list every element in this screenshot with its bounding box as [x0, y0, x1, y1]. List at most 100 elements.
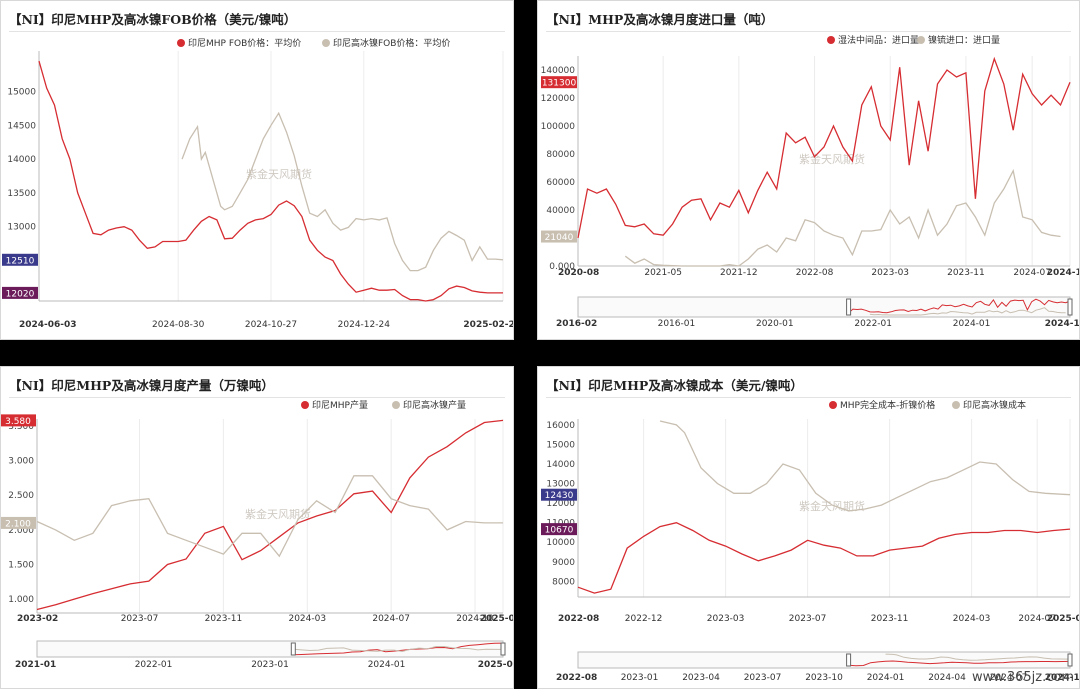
legend-marker — [322, 39, 330, 47]
navigator-label: 2021-01 — [15, 660, 56, 670]
x-tick-label: 2025-02-24 — [463, 320, 514, 330]
y-tick-label: 10000 — [546, 538, 575, 548]
series-line-1 — [38, 60, 503, 302]
y-tick-label: 1.500 — [8, 561, 34, 571]
value-flag — [2, 286, 38, 299]
y-tick-label: 140000 — [541, 66, 576, 76]
legend-marker — [392, 401, 400, 409]
x-tick-label: 2024-10-27 — [245, 320, 297, 330]
y-tick-label: 2.000 — [8, 526, 34, 536]
chart-imports[interactable]: 0.00020000400006000080000100000120000140… — [538, 1, 1080, 340]
navigator-label: 2024-12 — [1045, 319, 1080, 329]
navigator-label: 2024-07 — [990, 673, 1028, 683]
value-flag — [541, 76, 577, 89]
legend-label: 印尼MHP FOB价格：平均价 — [188, 37, 301, 49]
y-tick-label: 12000 — [546, 499, 575, 509]
title-divider — [9, 397, 505, 398]
y-tick-label: 9000 — [552, 558, 575, 568]
y-tick-label: 13000 — [7, 223, 36, 233]
value-flag-label: 10670 — [545, 526, 574, 536]
x-tick-label: 2024-07 — [1018, 614, 1056, 624]
watermark-text: 紫金天风期货 — [246, 167, 312, 181]
navigator-series-2 — [293, 646, 503, 653]
watermark-text: 紫金天风期货 — [245, 507, 311, 521]
navigator-label: 2022-01 — [135, 660, 173, 670]
navigator-label: 2023-04 — [682, 673, 720, 683]
navigator-label: 2024-01 — [867, 673, 905, 683]
x-tick-label: 2023-07 — [121, 614, 159, 624]
x-tick-label: 2024-12-24 — [338, 320, 391, 330]
legend-label: 印尼MHP产量 — [312, 399, 368, 411]
x-tick-label: 2024-06-03 — [19, 320, 77, 330]
y-tick-label: 120000 — [541, 94, 576, 104]
navigator-handle-left — [290, 642, 296, 656]
navigator-label: 2024-04 — [928, 673, 966, 683]
legend-label: 镍锍进口：进口量 — [928, 34, 1000, 46]
watermark-text: 紫金天风期货 — [799, 152, 865, 166]
x-tick-label: 2023-03 — [707, 614, 745, 624]
x-tick-label: 2023-03 — [871, 268, 909, 278]
series-line-1 — [577, 56, 1071, 239]
range-navigator — [36, 640, 504, 658]
panel-fob: 【NI】印尼MHP及高冰镍FOB价格（美元/镍吨） 12000125001300… — [0, 0, 514, 340]
y-tick-label: 13000 — [546, 480, 575, 490]
chart-fob[interactable]: 120001250013000135001400014500150002024-… — [1, 1, 514, 340]
navigator-label: 2024-10 — [1045, 673, 1080, 683]
x-tick-label: 2024-03 — [953, 614, 991, 624]
y-tick-label: 2.500 — [8, 491, 34, 501]
chart-production[interactable]: 1.000 1.500 2.000 2.500 3.000 3.500 2023-02 202… — [1, 367, 514, 689]
site-watermark: www.365jz.com — [972, 670, 1074, 685]
legend-marker — [177, 39, 185, 47]
legend-marker — [952, 401, 960, 409]
navigator-label: 2016-02 — [556, 319, 597, 329]
x-tick-label: 2023-11 — [871, 614, 909, 624]
chart-cost[interactable]: 8000900010000110001200013000140001500016… — [538, 367, 1080, 689]
navigator-label: 2023-07 — [744, 673, 782, 683]
panel-production: 【NI】印尼MHP及高冰镍月度产量（万镍吨） 1.000 1.500 2.000 2.… — [0, 366, 514, 689]
x-tick-label: 2023-11 — [205, 614, 243, 624]
chart-title-cost: 【NI】印尼MHP及高冰镍成本（美元/镍吨） — [546, 378, 803, 393]
x-tick-label: 2024-10 — [456, 614, 494, 624]
navigator-label: 2023-01 — [621, 673, 659, 683]
x-tick-label: 2024-03 — [288, 614, 326, 624]
legend-marker — [829, 401, 837, 409]
series-line-2 — [659, 420, 1071, 512]
value-flag — [541, 523, 577, 536]
value-flag-label: 12020 — [6, 289, 35, 299]
series-line-2 — [624, 168, 1061, 267]
title-divider — [9, 31, 505, 32]
navigator-label: 2022-01 — [854, 319, 892, 329]
y-tick-label: 0.000 — [549, 262, 575, 272]
navigator-handle-left — [846, 653, 852, 667]
chart-title-production: 【NI】印尼MHP及高冰镍月度产量（万镍吨） — [9, 378, 274, 393]
y-tick-label: 60000 — [546, 178, 575, 188]
navigator-handle-right — [1067, 653, 1073, 667]
legend-label: 印尼高冰镍成本 — [963, 399, 1026, 411]
value-flag-label: 12430 — [545, 491, 574, 501]
range-navigator — [577, 651, 1071, 669]
navigator-label: 2024-01 — [953, 319, 991, 329]
x-tick-label: 2021-12 — [720, 268, 758, 278]
navigator-series-1 — [848, 298, 1071, 314]
navigator-handle-left — [846, 298, 852, 316]
value-flag — [1, 414, 36, 427]
value-flag-label: 21040 — [545, 233, 574, 243]
x-tick-label: 2021-05 — [644, 268, 682, 278]
title-divider — [546, 31, 1071, 32]
y-tick-label: 8000 — [552, 577, 575, 587]
x-tick-label: 2024-08-30 — [152, 320, 205, 330]
y-tick-label: 14500 — [7, 121, 36, 131]
x-tick-label: 2023-07 — [789, 614, 827, 624]
chart-title-imports: 【NI】MHP及高冰镍月度进口量（吨） — [546, 12, 774, 27]
x-tick-label: 2024-12 — [1047, 268, 1080, 278]
navigator-label: 2024-01 — [368, 660, 406, 670]
y-tick-label: 15000 — [546, 440, 575, 450]
y-tick-label: 3.000 — [8, 457, 34, 467]
y-tick-label: 15000 — [7, 88, 36, 98]
y-tick-label: 3.500 — [8, 422, 34, 432]
x-tick-label: 2022-08 — [796, 268, 834, 278]
navigator-handle-right — [500, 642, 506, 656]
x-tick-label: 2025-01 — [480, 614, 514, 624]
value-flag-label: 131300 — [542, 79, 577, 89]
legend-marker — [917, 36, 925, 44]
